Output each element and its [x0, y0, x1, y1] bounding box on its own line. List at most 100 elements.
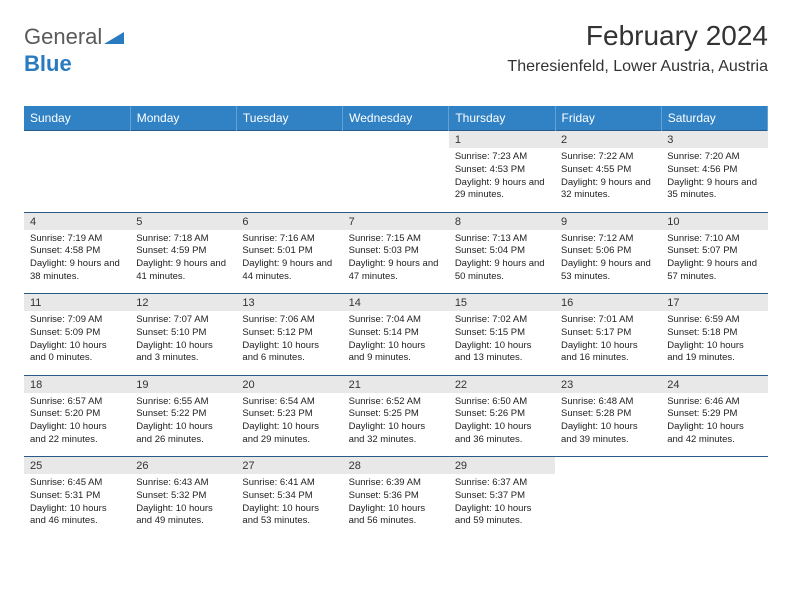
day-number-cell: 27 — [236, 457, 342, 475]
daylight-line: Daylight: 10 hours and 56 minutes. — [349, 503, 443, 529]
sunset-line: Sunset: 5:36 PM — [349, 490, 443, 503]
sunrise-line: Sunrise: 7:13 AM — [455, 233, 549, 246]
weekday-header: Thursday — [449, 106, 555, 131]
weekday-header: Monday — [130, 106, 236, 131]
sunrise-line: Sunrise: 7:16 AM — [242, 233, 336, 246]
day-detail-cell: Sunrise: 6:41 AMSunset: 5:34 PMDaylight:… — [236, 474, 342, 538]
sunset-line: Sunset: 5:01 PM — [242, 245, 336, 258]
sunrise-line: Sunrise: 6:43 AM — [136, 477, 230, 490]
sunset-line: Sunset: 5:31 PM — [30, 490, 124, 503]
sunrise-line: Sunrise: 7:02 AM — [455, 314, 549, 327]
day-detail-cell: Sunrise: 7:04 AMSunset: 5:14 PMDaylight:… — [343, 311, 449, 375]
day-detail-cell: Sunrise: 7:23 AMSunset: 4:53 PMDaylight:… — [449, 148, 555, 212]
day-detail-cell: Sunrise: 7:10 AMSunset: 5:07 PMDaylight:… — [661, 230, 767, 294]
day-detail-cell: Sunrise: 6:39 AMSunset: 5:36 PMDaylight:… — [343, 474, 449, 538]
day-number-cell: 2 — [555, 131, 661, 149]
day-detail-cell: Sunrise: 7:18 AMSunset: 4:59 PMDaylight:… — [130, 230, 236, 294]
calendar-table: SundayMondayTuesdayWednesdayThursdayFrid… — [24, 106, 768, 538]
daylight-line: Daylight: 10 hours and 6 minutes. — [242, 340, 336, 366]
day-detail-cell: Sunrise: 6:50 AMSunset: 5:26 PMDaylight:… — [449, 393, 555, 457]
day-detail-cell: Sunrise: 7:15 AMSunset: 5:03 PMDaylight:… — [343, 230, 449, 294]
day-number-cell: 28 — [343, 457, 449, 475]
daylight-line: Daylight: 9 hours and 35 minutes. — [667, 177, 761, 203]
day-number-row: 18192021222324 — [24, 375, 768, 393]
sunset-line: Sunset: 5:34 PM — [242, 490, 336, 503]
day-number-row: 45678910 — [24, 212, 768, 230]
day-number-cell — [661, 457, 767, 475]
day-number-cell: 14 — [343, 294, 449, 312]
day-detail-cell: Sunrise: 7:02 AMSunset: 5:15 PMDaylight:… — [449, 311, 555, 375]
daylight-line: Daylight: 10 hours and 16 minutes. — [561, 340, 655, 366]
daylight-line: Daylight: 10 hours and 26 minutes. — [136, 421, 230, 447]
day-detail-row: Sunrise: 7:09 AMSunset: 5:09 PMDaylight:… — [24, 311, 768, 375]
day-detail-cell — [24, 148, 130, 212]
sunrise-line: Sunrise: 6:46 AM — [667, 396, 761, 409]
day-number-cell: 9 — [555, 212, 661, 230]
daylight-line: Daylight: 9 hours and 53 minutes. — [561, 258, 655, 284]
sunset-line: Sunset: 5:29 PM — [667, 408, 761, 421]
sunrise-line: Sunrise: 6:41 AM — [242, 477, 336, 490]
sunrise-line: Sunrise: 7:07 AM — [136, 314, 230, 327]
day-detail-row: Sunrise: 7:19 AMSunset: 4:58 PMDaylight:… — [24, 230, 768, 294]
day-detail-cell: Sunrise: 6:46 AMSunset: 5:29 PMDaylight:… — [661, 393, 767, 457]
sunset-line: Sunset: 5:20 PM — [30, 408, 124, 421]
day-number-cell: 24 — [661, 375, 767, 393]
daylight-line: Daylight: 10 hours and 19 minutes. — [667, 340, 761, 366]
daylight-line: Daylight: 9 hours and 32 minutes. — [561, 177, 655, 203]
day-number-cell: 5 — [130, 212, 236, 230]
daylight-line: Daylight: 10 hours and 39 minutes. — [561, 421, 655, 447]
sunset-line: Sunset: 5:07 PM — [667, 245, 761, 258]
day-detail-row: Sunrise: 6:45 AMSunset: 5:31 PMDaylight:… — [24, 474, 768, 538]
day-detail-cell: Sunrise: 6:45 AMSunset: 5:31 PMDaylight:… — [24, 474, 130, 538]
day-number-cell: 29 — [449, 457, 555, 475]
sunset-line: Sunset: 5:23 PM — [242, 408, 336, 421]
day-detail-cell — [661, 474, 767, 538]
sunset-line: Sunset: 5:32 PM — [136, 490, 230, 503]
day-detail-cell: Sunrise: 6:57 AMSunset: 5:20 PMDaylight:… — [24, 393, 130, 457]
day-detail-cell: Sunrise: 7:13 AMSunset: 5:04 PMDaylight:… — [449, 230, 555, 294]
day-number-cell — [236, 131, 342, 149]
day-number-cell: 22 — [449, 375, 555, 393]
sunrise-line: Sunrise: 6:57 AM — [30, 396, 124, 409]
brand-triangle-icon — [104, 25, 124, 51]
day-number-cell: 15 — [449, 294, 555, 312]
daylight-line: Daylight: 10 hours and 29 minutes. — [242, 421, 336, 447]
day-number-cell: 20 — [236, 375, 342, 393]
day-number-cell: 8 — [449, 212, 555, 230]
sunset-line: Sunset: 5:06 PM — [561, 245, 655, 258]
day-detail-cell: Sunrise: 6:37 AMSunset: 5:37 PMDaylight:… — [449, 474, 555, 538]
sunrise-line: Sunrise: 6:45 AM — [30, 477, 124, 490]
sunset-line: Sunset: 4:59 PM — [136, 245, 230, 258]
day-detail-cell — [130, 148, 236, 212]
sunset-line: Sunset: 5:10 PM — [136, 327, 230, 340]
day-detail-cell — [555, 474, 661, 538]
day-number-cell — [24, 131, 130, 149]
sunrise-line: Sunrise: 7:15 AM — [349, 233, 443, 246]
day-number-cell: 10 — [661, 212, 767, 230]
weekday-header: Tuesday — [236, 106, 342, 131]
day-detail-cell: Sunrise: 6:54 AMSunset: 5:23 PMDaylight:… — [236, 393, 342, 457]
sunrise-line: Sunrise: 7:18 AM — [136, 233, 230, 246]
daylight-line: Daylight: 10 hours and 53 minutes. — [242, 503, 336, 529]
sunset-line: Sunset: 5:03 PM — [349, 245, 443, 258]
daylight-line: Daylight: 10 hours and 0 minutes. — [30, 340, 124, 366]
sunset-line: Sunset: 5:14 PM — [349, 327, 443, 340]
day-number-cell: 11 — [24, 294, 130, 312]
daylight-line: Daylight: 10 hours and 46 minutes. — [30, 503, 124, 529]
daylight-line: Daylight: 10 hours and 3 minutes. — [136, 340, 230, 366]
sunset-line: Sunset: 5:22 PM — [136, 408, 230, 421]
day-detail-cell: Sunrise: 7:16 AMSunset: 5:01 PMDaylight:… — [236, 230, 342, 294]
day-number-cell: 25 — [24, 457, 130, 475]
brand-logo: General Blue — [24, 24, 124, 77]
sunset-line: Sunset: 4:58 PM — [30, 245, 124, 258]
sunrise-line: Sunrise: 6:48 AM — [561, 396, 655, 409]
daylight-line: Daylight: 10 hours and 22 minutes. — [30, 421, 124, 447]
daylight-line: Daylight: 10 hours and 36 minutes. — [455, 421, 549, 447]
sunset-line: Sunset: 5:18 PM — [667, 327, 761, 340]
day-detail-cell: Sunrise: 7:01 AMSunset: 5:17 PMDaylight:… — [555, 311, 661, 375]
sunset-line: Sunset: 5:12 PM — [242, 327, 336, 340]
daylight-line: Daylight: 10 hours and 32 minutes. — [349, 421, 443, 447]
sunset-line: Sunset: 5:26 PM — [455, 408, 549, 421]
page-header: February 2024 Theresienfeld, Lower Austr… — [507, 20, 768, 76]
day-number-cell: 3 — [661, 131, 767, 149]
